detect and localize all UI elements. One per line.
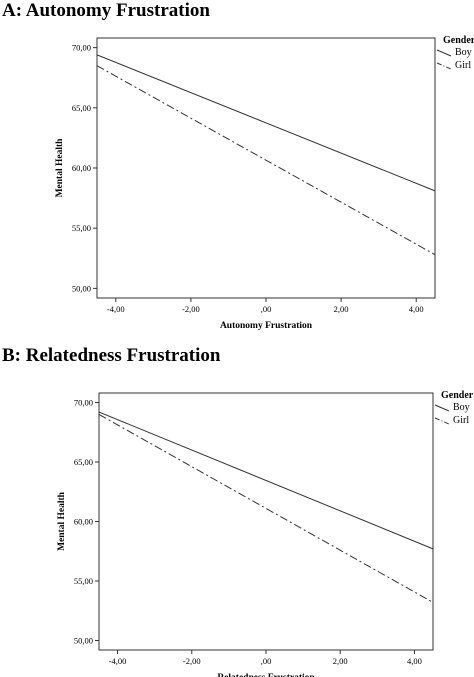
series-line-boy — [98, 411, 434, 550]
legend-label: Girl — [453, 415, 469, 426]
x-tick-label: 4,00 — [409, 304, 424, 314]
legend-swatch-girl — [436, 62, 452, 70]
chart-svg-relatedness: 50,00 55,00 60,00 65,00 70,00 -4,00 -2,00 ,00 2,… — [57, 390, 474, 677]
plot-frame — [96, 37, 436, 299]
legend-label: Boy — [455, 47, 472, 58]
y-tick-label: 55,00 — [72, 223, 91, 233]
x-tick-label: -2,00 — [182, 304, 200, 314]
x-tick-label: ,00 — [261, 656, 272, 666]
x-tick-label: -4,00 — [109, 656, 127, 666]
y-tick-label: 70,00 — [72, 43, 91, 53]
y-tick-label: 65,00 — [74, 457, 93, 467]
y-tick-label: 60,00 — [74, 517, 93, 527]
y-tick-label: 65,00 — [72, 103, 91, 113]
chart-title: A: Autonomy Frustration — [2, 0, 210, 21]
chart-panel-relatedness: B: Relatedness Frustration 50,00 55,00 60,… — [0, 345, 474, 677]
legend-title: Gender — [441, 390, 474, 401]
legend-swatch-boy — [436, 49, 452, 57]
series-line-boy — [96, 54, 436, 192]
y-axis-title: Mental Health — [57, 491, 67, 551]
legend-label: Boy — [453, 402, 470, 413]
legend-title: Gender — [443, 35, 474, 46]
plot-frame — [98, 392, 434, 651]
chart-svg-autonomy: 50,00 55,00 60,00 65,00 70,00 -4,00 -2,00 ,00 2,… — [55, 35, 474, 331]
legend-swatch-boy — [434, 404, 450, 412]
chart-title: B: Relatedness Frustration — [2, 345, 221, 366]
x-tick-label: -4,00 — [107, 304, 125, 314]
x-axis-title: Relatedness Frustration — [217, 673, 315, 677]
x-tick-label: 4,00 — [407, 656, 422, 666]
x-tick-label: ,00 — [261, 304, 272, 314]
y-tick-label: 70,00 — [74, 398, 93, 408]
y-tick-label: 50,00 — [72, 283, 91, 293]
y-tick-label: 60,00 — [72, 163, 91, 173]
x-tick-label: 2,00 — [333, 656, 348, 666]
chart-panel-autonomy: A: Autonomy Frustration 50,00 55,00 60,00 6… — [2, 0, 474, 331]
x-tick-label: -2,00 — [183, 656, 201, 666]
legend-label: Girl — [455, 60, 471, 71]
legend-swatch-girl — [434, 417, 450, 425]
y-axis-title: Mental Health — [55, 138, 65, 198]
y-tick-label: 50,00 — [74, 635, 93, 645]
x-axis-title: Autonomy Frustration — [220, 321, 313, 331]
series-line-girl — [96, 65, 436, 256]
x-tick-label: 2,00 — [334, 304, 349, 314]
y-tick-label: 55,00 — [74, 576, 93, 586]
